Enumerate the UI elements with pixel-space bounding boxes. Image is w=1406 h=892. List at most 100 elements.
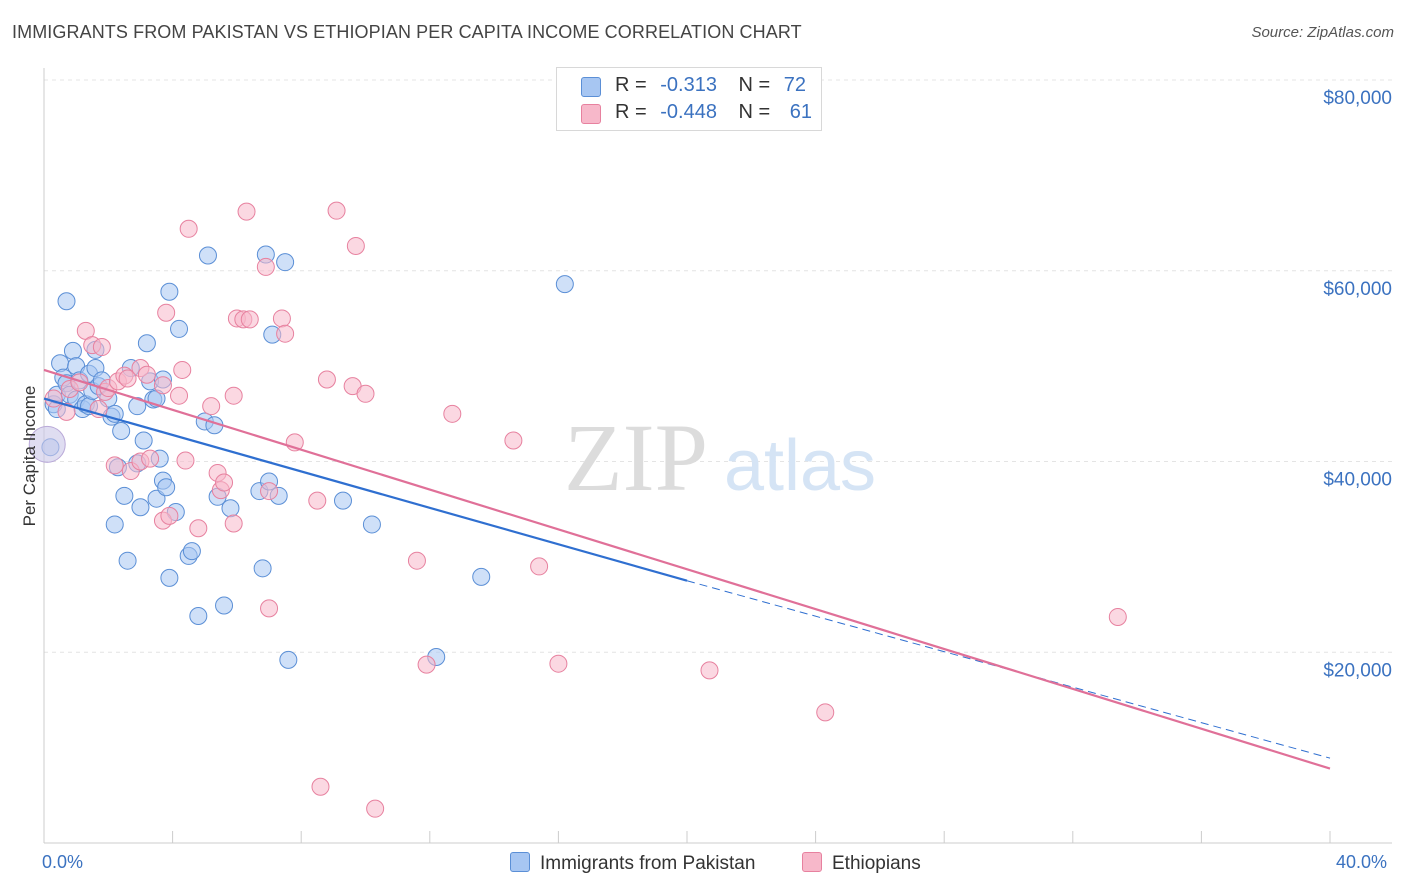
point-pakistan <box>182 542 201 561</box>
point-ethiopians <box>504 431 523 450</box>
trend-line-extension-pakistan <box>686 580 1331 759</box>
point-pakistan <box>128 397 147 416</box>
point-ethiopians <box>224 386 243 405</box>
point-pakistan <box>472 567 491 586</box>
legend-r-value: -0.313 <box>660 74 717 96</box>
legend-swatch-ethiopians <box>581 104 601 124</box>
y-axis-label: Per Capita Income <box>20 385 39 527</box>
point-ethiopians <box>57 402 76 421</box>
correlation-legend: R = -0.313 N = 72 R = -0.448 N = 61 <box>556 67 822 131</box>
point-ethiopians <box>189 519 208 538</box>
y-tick-label: $40,000 <box>1323 470 1392 491</box>
point-pakistan <box>189 607 208 626</box>
point-ethiopians <box>327 201 346 220</box>
point-ethiopians <box>260 482 279 501</box>
point-ethiopians <box>530 557 549 576</box>
point-pakistan <box>105 515 124 534</box>
point-ethiopians <box>105 456 124 475</box>
trend-lines <box>43 368 1331 770</box>
point-ethiopians <box>215 473 234 492</box>
chart-source: Source: ZipAtlas.com <box>1251 24 1394 41</box>
legend-n-label: N = <box>738 101 771 123</box>
chart-title: IMMIGRANTS FROM PAKISTAN VS ETHIOPIAN PE… <box>12 22 802 42</box>
point-ethiopians <box>240 310 259 329</box>
point-pakistan <box>118 551 137 570</box>
x-tick-label-max: 40.0% <box>1336 852 1388 872</box>
point-ethiopians <box>137 365 156 384</box>
point-pakistan <box>276 253 295 272</box>
point-ethiopians <box>118 369 137 388</box>
legend-item-pakistan: Immigrants from Pakistan <box>510 852 755 875</box>
point-pakistan <box>362 515 381 534</box>
point-ethiopians <box>141 449 160 468</box>
trend-line-pakistan <box>43 397 688 582</box>
point-pakistan <box>115 486 134 505</box>
legend-item-ethiopians: Ethiopians <box>802 852 921 875</box>
point-ethiopians <box>700 661 719 680</box>
watermark: ZIP atlas <box>564 404 876 511</box>
point-pakistan <box>555 275 574 294</box>
point-pakistan <box>28 425 66 463</box>
legend-label-pakistan: Immigrants from Pakistan <box>540 853 756 874</box>
point-ethiopians <box>157 303 176 322</box>
watermark-zip: ZIP <box>564 404 708 511</box>
point-pakistan <box>333 491 352 510</box>
point-ethiopians <box>237 202 256 221</box>
legend-r-label: R = <box>615 101 647 123</box>
point-ethiopians <box>311 777 330 796</box>
point-ethiopians <box>443 404 462 423</box>
point-ethiopians <box>176 451 195 470</box>
point-pakistan <box>160 568 179 587</box>
point-ethiopians <box>346 236 365 255</box>
legend-r-value: -0.448 <box>660 101 717 123</box>
point-ethiopians <box>153 376 172 395</box>
point-ethiopians <box>417 655 436 674</box>
grid-lines <box>44 79 1392 653</box>
point-ethiopians <box>276 324 295 343</box>
point-ethiopians <box>92 338 111 357</box>
point-pakistan <box>160 282 179 301</box>
legend-n-label: N = <box>738 74 771 96</box>
y-tick-label: $60,000 <box>1323 279 1392 300</box>
point-pakistan <box>63 341 82 360</box>
watermark-atlas: atlas <box>724 426 876 506</box>
point-pakistan <box>134 431 153 450</box>
point-ethiopians <box>179 219 198 238</box>
legend-label-ethiopians: Ethiopians <box>832 853 921 874</box>
point-ethiopians <box>173 360 192 379</box>
y-tick-label: $80,000 <box>1323 88 1392 109</box>
point-ethiopians <box>356 384 375 403</box>
x-tick-label-min: 0.0% <box>42 852 84 872</box>
point-pakistan <box>112 421 131 440</box>
point-pakistan <box>215 596 234 615</box>
point-pakistan <box>157 478 176 497</box>
legend-swatch-pakistan <box>581 77 601 97</box>
point-ethiopians <box>256 257 275 276</box>
point-ethiopians <box>317 370 336 389</box>
legend-r-label: R = <box>615 74 647 96</box>
trend-line-ethiopians <box>43 368 1331 770</box>
point-pakistan <box>137 334 156 353</box>
point-ethiopians <box>366 799 385 818</box>
point-ethiopians <box>260 599 279 618</box>
point-pakistan <box>221 499 240 518</box>
point-ethiopians <box>224 514 243 533</box>
point-ethiopians <box>70 373 89 392</box>
point-ethiopians <box>1108 607 1127 626</box>
point-pakistan <box>131 498 150 517</box>
point-pakistan <box>57 292 76 311</box>
data-points <box>28 201 1127 818</box>
point-ethiopians <box>170 386 189 405</box>
point-ethiopians <box>202 397 221 416</box>
legend-swatch-pakistan <box>510 852 530 872</box>
point-ethiopians <box>549 654 568 673</box>
legend-n-value: 72 <box>783 74 807 96</box>
point-ethiopians <box>407 551 426 570</box>
point-pakistan <box>170 319 189 338</box>
legend-swatch-ethiopians <box>802 852 822 872</box>
y-tick-label: $20,000 <box>1323 660 1392 681</box>
point-ethiopians <box>816 703 835 722</box>
tick-labels: $20,000 $40,000 $60,000 $80,000 <box>1323 88 1392 681</box>
point-ethiopians <box>272 309 291 328</box>
